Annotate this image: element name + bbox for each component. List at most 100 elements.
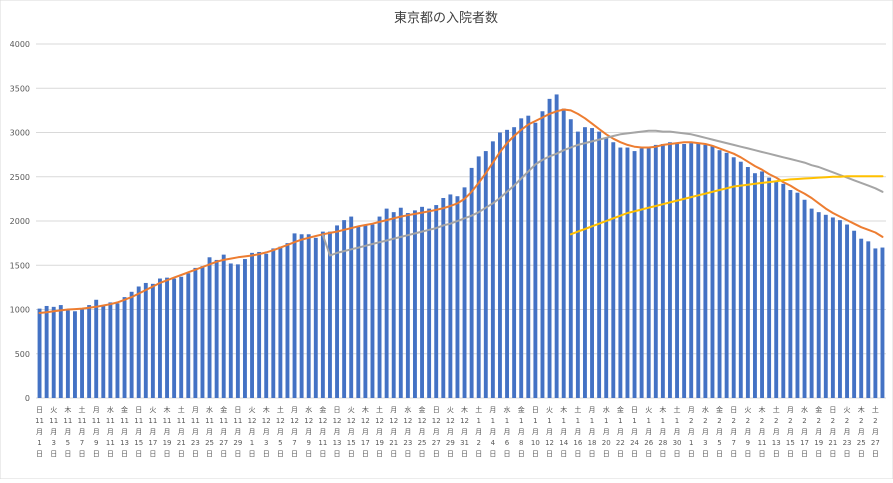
bar xyxy=(58,305,63,398)
bar xyxy=(441,197,446,398)
x-tick-label: 日 12 月 13 日 xyxy=(333,406,342,458)
bar xyxy=(646,147,651,398)
bar xyxy=(363,224,368,398)
bar xyxy=(73,311,77,398)
bar xyxy=(597,131,602,399)
x-tick-label: 水 11 月 25 日 xyxy=(205,405,214,458)
bar xyxy=(675,143,679,398)
gold-line xyxy=(569,175,884,236)
bar xyxy=(101,305,106,398)
bar xyxy=(512,127,517,398)
x-tick-label: 土 2 月 13 日 xyxy=(772,405,781,458)
bar xyxy=(568,119,573,398)
bar xyxy=(760,171,764,398)
x-tick-label: 木 12 月 3 日 xyxy=(262,405,271,458)
bar xyxy=(278,246,283,398)
bar xyxy=(243,259,247,398)
x-tick-label: 水 2 月 17 日 xyxy=(800,405,809,458)
x-tick-label: 火 11 月 3 日 xyxy=(49,406,58,458)
y-tick-label: 4000 xyxy=(10,40,30,49)
bar xyxy=(859,238,864,398)
x-tick-label: 土 11 月 7 日 xyxy=(78,405,87,458)
bar xyxy=(526,115,531,398)
bar xyxy=(80,309,84,398)
bar xyxy=(342,220,347,398)
x-axis-ticks: 日 11 月 1 日火 11 月 3 日木 11 月 5 日土 11 月 7 日月 11 月 9 日水 11 月 11 日金 11… xyxy=(35,405,880,458)
bar xyxy=(809,208,814,398)
x-tick-label: 水 11 月 11 日 xyxy=(106,405,115,458)
bar xyxy=(830,217,835,398)
bar xyxy=(143,282,148,398)
y-tick-label: 3000 xyxy=(10,129,30,138)
x-tick-label: 木 2 月 11 日 xyxy=(758,405,767,458)
x-tick-label: 水 12 月 9 日 xyxy=(304,405,313,458)
bar xyxy=(413,210,417,398)
x-tick-label: 日 11 月 15 日 xyxy=(134,406,143,458)
bar xyxy=(44,305,49,398)
y-tick-label: 1000 xyxy=(10,306,30,315)
bar xyxy=(838,220,842,398)
bar xyxy=(554,94,559,398)
y-tick-label: 500 xyxy=(15,350,30,359)
x-tick-label: 金 11 月 13 日 xyxy=(120,405,129,458)
bar xyxy=(682,144,687,398)
x-tick-label: 日 11 月 29 日 xyxy=(233,406,242,458)
bar xyxy=(349,216,354,398)
bar xyxy=(781,183,786,398)
x-tick-label: 木 12 月 17 日 xyxy=(361,405,370,458)
bar xyxy=(398,207,403,398)
chart-title: 東京都の入院者数 xyxy=(394,10,498,26)
bar xyxy=(370,224,375,398)
bar xyxy=(696,143,701,398)
y-axis-ticks: 0 500 1000 1500 2000 2500 3000 3500 4000 xyxy=(10,40,30,403)
bar xyxy=(356,226,361,398)
bar xyxy=(653,144,658,398)
bar xyxy=(320,231,325,398)
bar xyxy=(292,233,297,398)
bar xyxy=(618,147,623,398)
bar xyxy=(852,230,857,398)
y-tick-label: 2000 xyxy=(10,217,30,226)
x-tick-label: 月 12 月 21 日 xyxy=(389,406,398,458)
x-tick-label: 日 1 月 10 日 xyxy=(531,406,540,458)
bar xyxy=(108,302,113,398)
x-tick-label: 火 11 月 17 日 xyxy=(148,406,157,458)
bar xyxy=(731,157,736,398)
bar-series xyxy=(37,94,885,399)
x-tick-label: 日 11 月 1 日 xyxy=(35,406,44,458)
bar xyxy=(172,278,177,398)
bar xyxy=(710,145,715,398)
x-tick-label: 土 12 月 5 日 xyxy=(276,405,285,458)
y-tick-label: 0 xyxy=(25,394,30,403)
x-tick-label: 火 12 月 1 日 xyxy=(248,406,257,458)
x-tick-label: 金 12 月 11 日 xyxy=(318,405,327,458)
gridlines xyxy=(36,43,886,399)
bar xyxy=(483,151,488,398)
bar xyxy=(795,192,800,398)
y-tick-label: 1500 xyxy=(10,261,30,270)
bar xyxy=(476,156,481,398)
x-tick-label: 火 12 月 29 日 xyxy=(446,406,455,458)
x-tick-label: 火 2 月 23 日 xyxy=(843,406,852,458)
bar xyxy=(87,305,92,398)
bar xyxy=(823,214,828,398)
x-tick-label: 日 1 月 24 日 xyxy=(630,406,639,458)
bar xyxy=(150,283,155,398)
bar xyxy=(788,190,793,398)
bar xyxy=(391,212,396,398)
bar xyxy=(505,129,509,398)
bar xyxy=(306,234,311,398)
bar xyxy=(745,167,750,398)
x-tick-label: 木 2 月 25 日 xyxy=(857,405,866,458)
x-tick-label: 土 12 月 19 日 xyxy=(375,405,384,458)
bar xyxy=(469,167,474,398)
bar xyxy=(285,243,290,398)
gray-line xyxy=(321,129,884,257)
x-tick-label: 月 1 月 18 日 xyxy=(588,406,597,458)
